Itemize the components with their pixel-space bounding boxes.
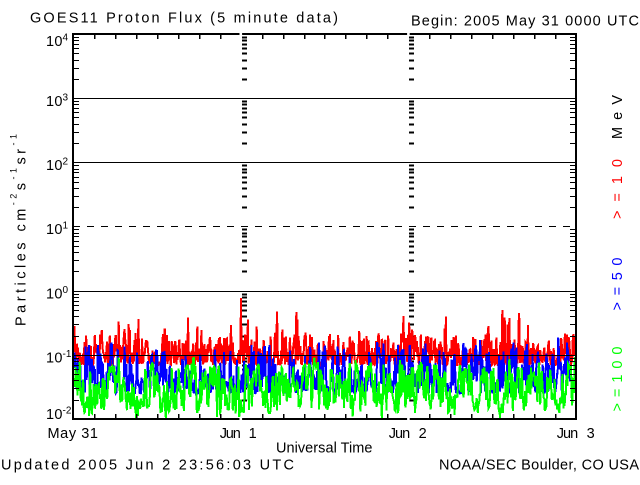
svg-text:-1: -1 [63,349,72,360]
svg-text:MeV: MeV [610,95,626,139]
svg-text:4: 4 [63,33,69,44]
svg-text:May 31: May 31 [48,426,99,442]
svg-text:10: 10 [46,158,63,174]
svg-text:Begin: 2005 May 31 0000 UTC: Begin: 2005 May 31 0000 UTC [411,14,639,30]
svg-text:10: 10 [46,94,63,110]
svg-text:2: 2 [63,156,69,167]
svg-text:Updated 2005 Jun 2 23:56:03 U: Updated 2005 Jun 2 23:56:03 UTC [1,458,294,474]
svg-text:10: 10 [46,286,63,302]
svg-text:10: 10 [46,407,63,423]
svg-text:GOES11 Proton Flux (5 minute d: GOES11 Proton Flux (5 minute data) [30,11,338,27]
svg-text:Jun 3: Jun 3 [557,426,595,442]
svg-text:Jun 2: Jun 2 [389,426,427,442]
svg-text:10: 10 [46,34,63,50]
svg-text:-2: -2 [63,406,72,417]
svg-text:Universal Time: Universal Time [276,441,373,457]
svg-text:NOAA/SEC Boulder, CO USA: NOAA/SEC Boulder, CO USA [439,458,639,474]
svg-text:0: 0 [63,285,69,296]
svg-text:>=100: >=100 [610,347,626,412]
svg-text:3: 3 [63,92,69,103]
svg-text:10: 10 [46,222,63,238]
svg-text:10: 10 [46,350,63,366]
svg-text:Jun 1: Jun 1 [220,426,257,442]
svg-text:1: 1 [63,221,69,232]
